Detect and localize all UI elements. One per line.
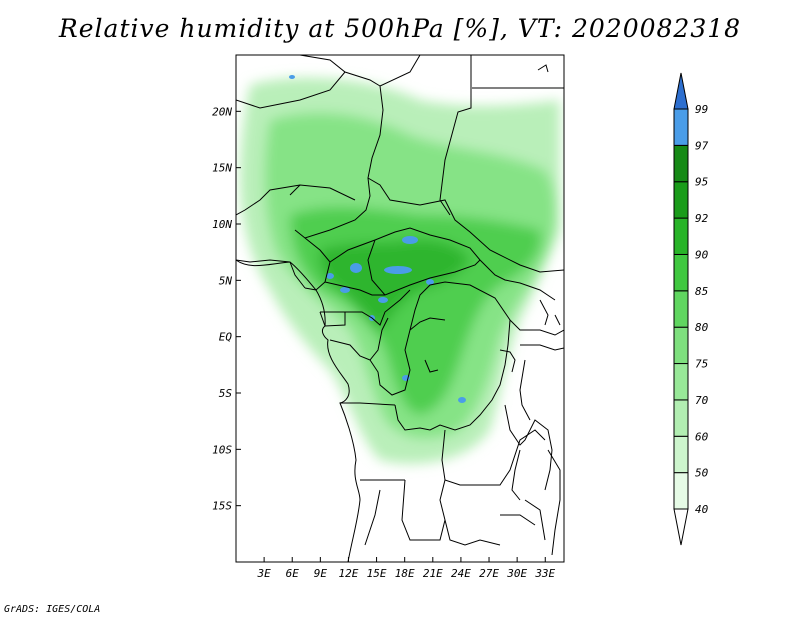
lat-tick-label: 20N	[212, 105, 232, 118]
lon-tick-label: 15E	[367, 567, 387, 580]
grads-credit: GrADS: IGES/COLA	[4, 604, 101, 615]
colorbar-label: 90	[695, 248, 709, 261]
colorbar-label: 75	[695, 358, 708, 371]
colorbar-segment	[673, 326, 689, 365]
lat-tick-label: 15N	[212, 162, 232, 175]
colorbar: 40 50 60 70 75 80 85 90 92 95 97 99	[673, 72, 709, 546]
colorbar-segment	[673, 181, 689, 219]
colorbar-label: 95	[695, 176, 708, 189]
lat-tick-label: EQ	[219, 331, 233, 344]
lat-tick-label: 10S	[212, 443, 232, 456]
colorbar-label: 80	[695, 321, 709, 334]
colorbar-under-arrow	[673, 508, 689, 546]
colorbar-label: 99	[695, 103, 708, 116]
colorbar-label: 97	[695, 139, 709, 152]
colorbar-segment	[673, 217, 689, 255]
lon-tick-label: 21E	[423, 567, 443, 580]
colorbar-label: 92	[695, 212, 709, 225]
country-boundaries	[236, 55, 564, 556]
colorbar-label: 60	[695, 430, 709, 443]
lon-tick-label: 6E	[286, 567, 300, 580]
humidity-region-peak	[319, 239, 470, 330]
colorbar-segment	[673, 472, 689, 510]
colorbar-label: 70	[695, 394, 709, 407]
lon-tick-label: 27E	[479, 567, 499, 580]
lat-tick-label: 5N	[219, 274, 233, 287]
colorbar-segment	[673, 144, 689, 183]
colorbar-segment	[673, 253, 689, 292]
lon-tick-label: 18E	[395, 567, 415, 580]
lon-tick-label: 33E	[534, 567, 555, 580]
colorbar-segment	[673, 108, 689, 146]
map-frame	[235, 54, 565, 563]
colorbar-label: 50	[695, 467, 709, 480]
map-title: Relative humidity at 500hPa [%], VT: 202…	[58, 14, 742, 43]
latitude-axis: 20N 15N 10N 5N EQ 5S 10S 15S	[212, 105, 241, 513]
colorbar-segment	[673, 363, 689, 401]
colorbar-segment	[673, 290, 689, 328]
lat-tick-label: 5S	[219, 387, 233, 400]
colorbar-label: 40	[695, 503, 709, 516]
colorbar-segment	[673, 435, 689, 474]
longitude-axis: 3E 6E 9E 12E 15E 18E 21E 24E 27E 30E 33E	[256, 557, 556, 580]
colorbar-segment	[673, 399, 689, 437]
lon-tick-label: 24E	[451, 567, 471, 580]
lat-tick-label: 10N	[212, 218, 232, 231]
lat-tick-label: 15S	[212, 500, 232, 513]
lon-tick-label: 12E	[339, 567, 359, 580]
coastline	[236, 259, 361, 562]
lon-tick-label: 30E	[506, 567, 527, 580]
lon-tick-label: 3E	[256, 567, 271, 580]
humidity-field	[236, 55, 564, 562]
lon-tick-label: 9E	[314, 567, 328, 580]
colorbar-label: 85	[695, 285, 708, 298]
colorbar-over-arrow	[673, 72, 689, 110]
